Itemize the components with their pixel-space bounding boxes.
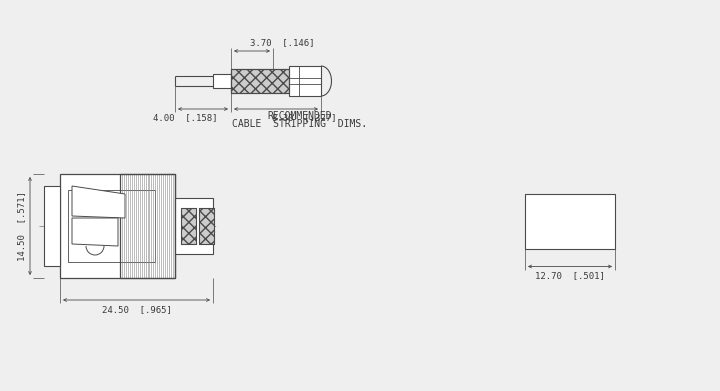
Bar xyxy=(213,74,231,88)
Bar xyxy=(44,186,60,266)
Text: 14.50  [.571]: 14.50 [.571] xyxy=(17,191,26,261)
Bar xyxy=(231,69,289,93)
Bar xyxy=(60,174,175,278)
Text: 3.70  [.146]: 3.70 [.146] xyxy=(250,38,314,47)
Bar xyxy=(181,208,196,244)
Bar xyxy=(120,174,175,278)
Bar xyxy=(181,208,196,244)
Bar xyxy=(525,194,615,249)
Bar xyxy=(231,69,289,93)
Text: 24.50  [.965]: 24.50 [.965] xyxy=(102,305,171,314)
Bar xyxy=(199,208,214,244)
Polygon shape xyxy=(72,218,118,246)
Text: 12.70  [.501]: 12.70 [.501] xyxy=(535,271,605,280)
Bar xyxy=(175,198,213,254)
Text: 4.00  [.158]: 4.00 [.158] xyxy=(153,113,217,122)
Text: RECOMMENDED: RECOMMENDED xyxy=(268,111,333,121)
Polygon shape xyxy=(72,186,125,218)
Bar xyxy=(199,208,214,244)
Bar xyxy=(289,66,321,96)
Text: 8.30  [.327]: 8.30 [.327] xyxy=(271,113,336,122)
Bar xyxy=(68,190,155,262)
Text: CABLE  STRIPPING  DIMS.: CABLE STRIPPING DIMS. xyxy=(233,119,368,129)
